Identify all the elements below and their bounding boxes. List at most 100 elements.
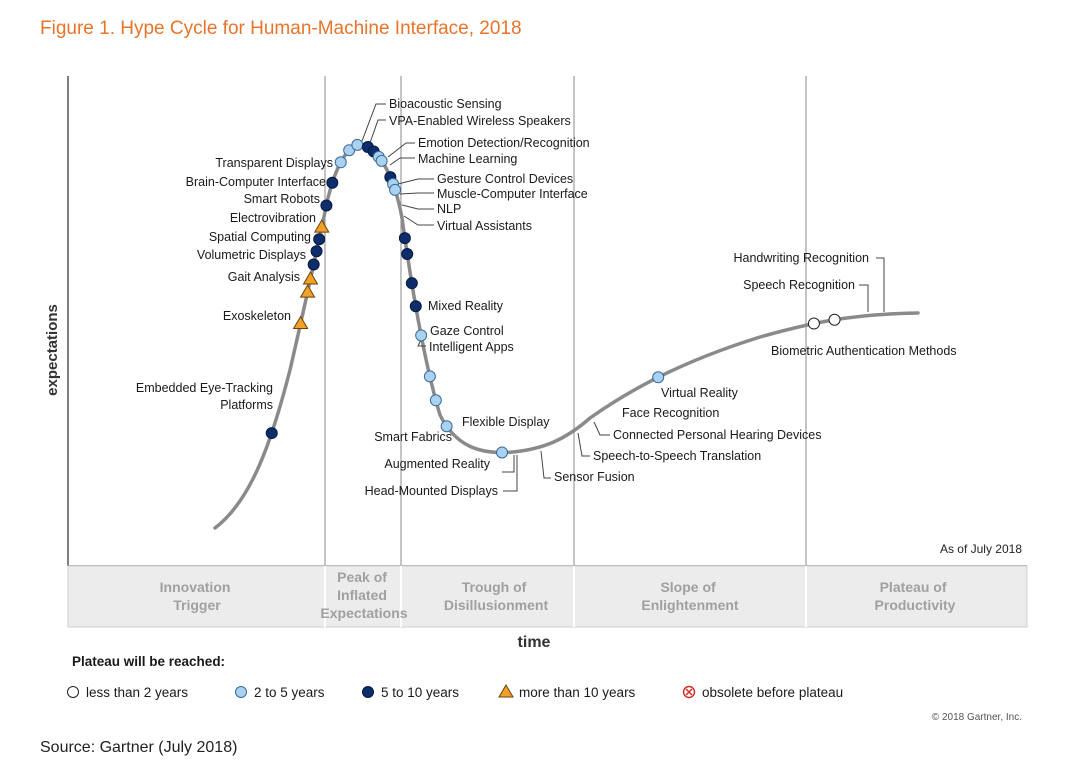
y-axis-title: expectations: [44, 304, 61, 396]
marker-embedded-eye-tracking: [265, 427, 278, 440]
leader-line: [876, 257, 885, 312]
leader-line: [397, 178, 434, 185]
phase-label-slope: Slope of Enlightenment: [641, 579, 739, 613]
phase-label-peak: Peak of Inflated Expectations: [320, 569, 407, 621]
phase-band-dividers: [324, 566, 807, 627]
tech-label-emotion-detection-recognition: Emotion Detection/Recognition: [418, 136, 590, 150]
marker-vpa-enabled-wireless-speakers: [334, 156, 347, 169]
tech-label-gait-analysis: Gait Analysis: [228, 270, 300, 284]
tech-label-muscle-computer-interface: Muscle-Computer Interface: [437, 187, 588, 201]
tech-label-augmented-reality: Augmented Reality: [384, 457, 490, 471]
tech-label-virtual-reality: Virtual Reality: [661, 386, 739, 400]
leader-line: [369, 119, 386, 144]
tech-label-head-mounted-displays: Head-Mounted Displays: [365, 484, 498, 498]
technology-markers: [265, 138, 841, 459]
tech-label-speech-recognition: Speech Recognition: [743, 278, 855, 292]
marker-virtual-assistants: [375, 154, 388, 167]
hype-curve: [213, 142, 920, 530]
tech-label-intelligent-apps: Intelligent Apps: [429, 340, 514, 354]
legend-label-gt10: more than 10 years: [519, 685, 636, 700]
tech-label-spatial-computing: Spatial Computing: [209, 230, 311, 244]
phase-band: [67, 565, 1028, 628]
tech-label-smart-robots: Smart Robots: [244, 192, 320, 206]
legend-symbol-gt10: [498, 684, 514, 698]
legend-symbol-5to10: [362, 686, 374, 698]
legend-label-obsolete: obsolete before plateau: [702, 685, 843, 700]
phase-line: Peak of: [337, 569, 387, 585]
leader-line: [389, 157, 415, 166]
legend-symbol-obsolete: [682, 685, 696, 699]
figure-title: Figure 1. Hype Cycle for Human-Machine I…: [40, 18, 522, 39]
tech-label-virtual-assistants: Virtual Assistants: [437, 219, 532, 233]
tech-label-brain-computer-interface: Brain-Computer Interface: [186, 175, 326, 189]
legend-symbol-lt2: [67, 686, 79, 698]
marker-handwriting-recognition: [828, 313, 841, 326]
marker-intelligent-apps: [389, 183, 402, 196]
legend-label-lt2: less than 2 years: [86, 685, 188, 700]
legend-label-2to5: 2 to 5 years: [254, 685, 325, 700]
leader-line: [361, 103, 386, 142]
tech-label-bioacoustic-sensing: Bioacoustic Sensing: [389, 97, 502, 111]
marker-smart-fabrics: [401, 247, 414, 260]
legend-label-5to10: 5 to 10 years: [381, 685, 459, 700]
tech-label-volumetric-displays: Volumetric Displays: [197, 248, 306, 262]
leader-line: [387, 142, 415, 158]
phase-label-plateau: Plateau of Productivity: [875, 579, 956, 613]
tech-label-exoskeleton: Exoskeleton: [223, 309, 291, 323]
phase-line: Productivity: [875, 597, 956, 613]
phase-line: Trigger: [173, 597, 221, 613]
marker-biometric-authentication-methods: [652, 371, 665, 384]
marker-flexible-display: [398, 232, 411, 245]
marker-gait-analysis: [299, 284, 316, 298]
legend: less than 2 years 2 to 5 years 5 to 10 yea…: [67, 684, 843, 700]
tech-label-vpa-enabled-wireless-speakers: VPA-Enabled Wireless Speakers: [389, 114, 571, 128]
marker-volumetric-displays: [302, 270, 319, 285]
tech-label-embedded-eye-tracking: Embedded Eye-Tracking: [136, 381, 273, 395]
leader-line: [540, 450, 551, 479]
marker-sensor-fusion: [415, 329, 428, 342]
marker-machine-learning: [351, 138, 364, 151]
tech-label-gesture-control-devices: Gesture Control Devices: [437, 172, 573, 186]
tech-label-nlp: NLP: [437, 202, 461, 216]
marker-spatial-computing: [307, 258, 320, 271]
phase-line: Expectations: [320, 605, 407, 621]
tech-label-machine-learning: Machine Learning: [418, 152, 517, 166]
phase-line: Innovation: [160, 579, 231, 595]
marker-speech-to-speech-translation: [423, 370, 436, 383]
source-note: Source: Gartner (July 2018): [40, 739, 238, 756]
phase-label-trough: Trough of Disillusionment: [444, 579, 549, 613]
tech-label-face-recognition: Face Recognition: [622, 406, 719, 420]
marker-smart-robots: [313, 233, 326, 246]
leader-lines: [361, 103, 885, 492]
marker-exoskeleton: [292, 315, 309, 329]
marker-connected-personal-hearing-devices: [429, 394, 442, 407]
leader-line: [399, 192, 434, 195]
tech-label-smart-fabrics: Smart Fabrics: [374, 430, 452, 444]
leader-line: [401, 204, 434, 210]
copyright: © 2018 Gartner, Inc.: [932, 712, 1022, 723]
tech-label-handwriting-recognition: Handwriting Recognition: [734, 251, 870, 265]
marker-head-mounted-displays: [409, 300, 422, 313]
technology-labels: Embedded Eye-Tracking Platforms Exoskeleto…: [136, 97, 957, 498]
legend-title: Plateau will be reached:: [72, 654, 225, 669]
phase-labels: Innovation Trigger Peak of Inflated Expe…: [160, 569, 956, 621]
tech-label-gaze-control: Gaze Control: [430, 324, 504, 338]
phase-line: Slope of: [660, 579, 716, 595]
marker-speech-recognition: [807, 317, 820, 330]
phase-line: Trough of: [462, 579, 527, 595]
leader-line: [502, 455, 515, 473]
phase-line: Disillusionment: [444, 597, 549, 613]
leader-line: [403, 215, 434, 226]
leader-line: [593, 421, 610, 436]
tech-label-connected-personal-hearing-devices: Connected Personal Hearing Devices: [613, 428, 821, 442]
marker-electrovibration: [310, 245, 323, 258]
marker-face-recognition: [440, 420, 453, 433]
tech-label-biometric-authentication-methods: Biometric Authentication Methods: [771, 344, 957, 358]
as-of-label: As of July 2018: [940, 542, 1022, 556]
tech-label-electrovibration: Electrovibration: [230, 211, 316, 225]
legend-symbol-2to5: [235, 686, 247, 698]
phase-line: Plateau of: [880, 579, 947, 595]
marker-brain-computer-interface: [313, 219, 330, 233]
marker-virtual-reality: [496, 446, 509, 459]
